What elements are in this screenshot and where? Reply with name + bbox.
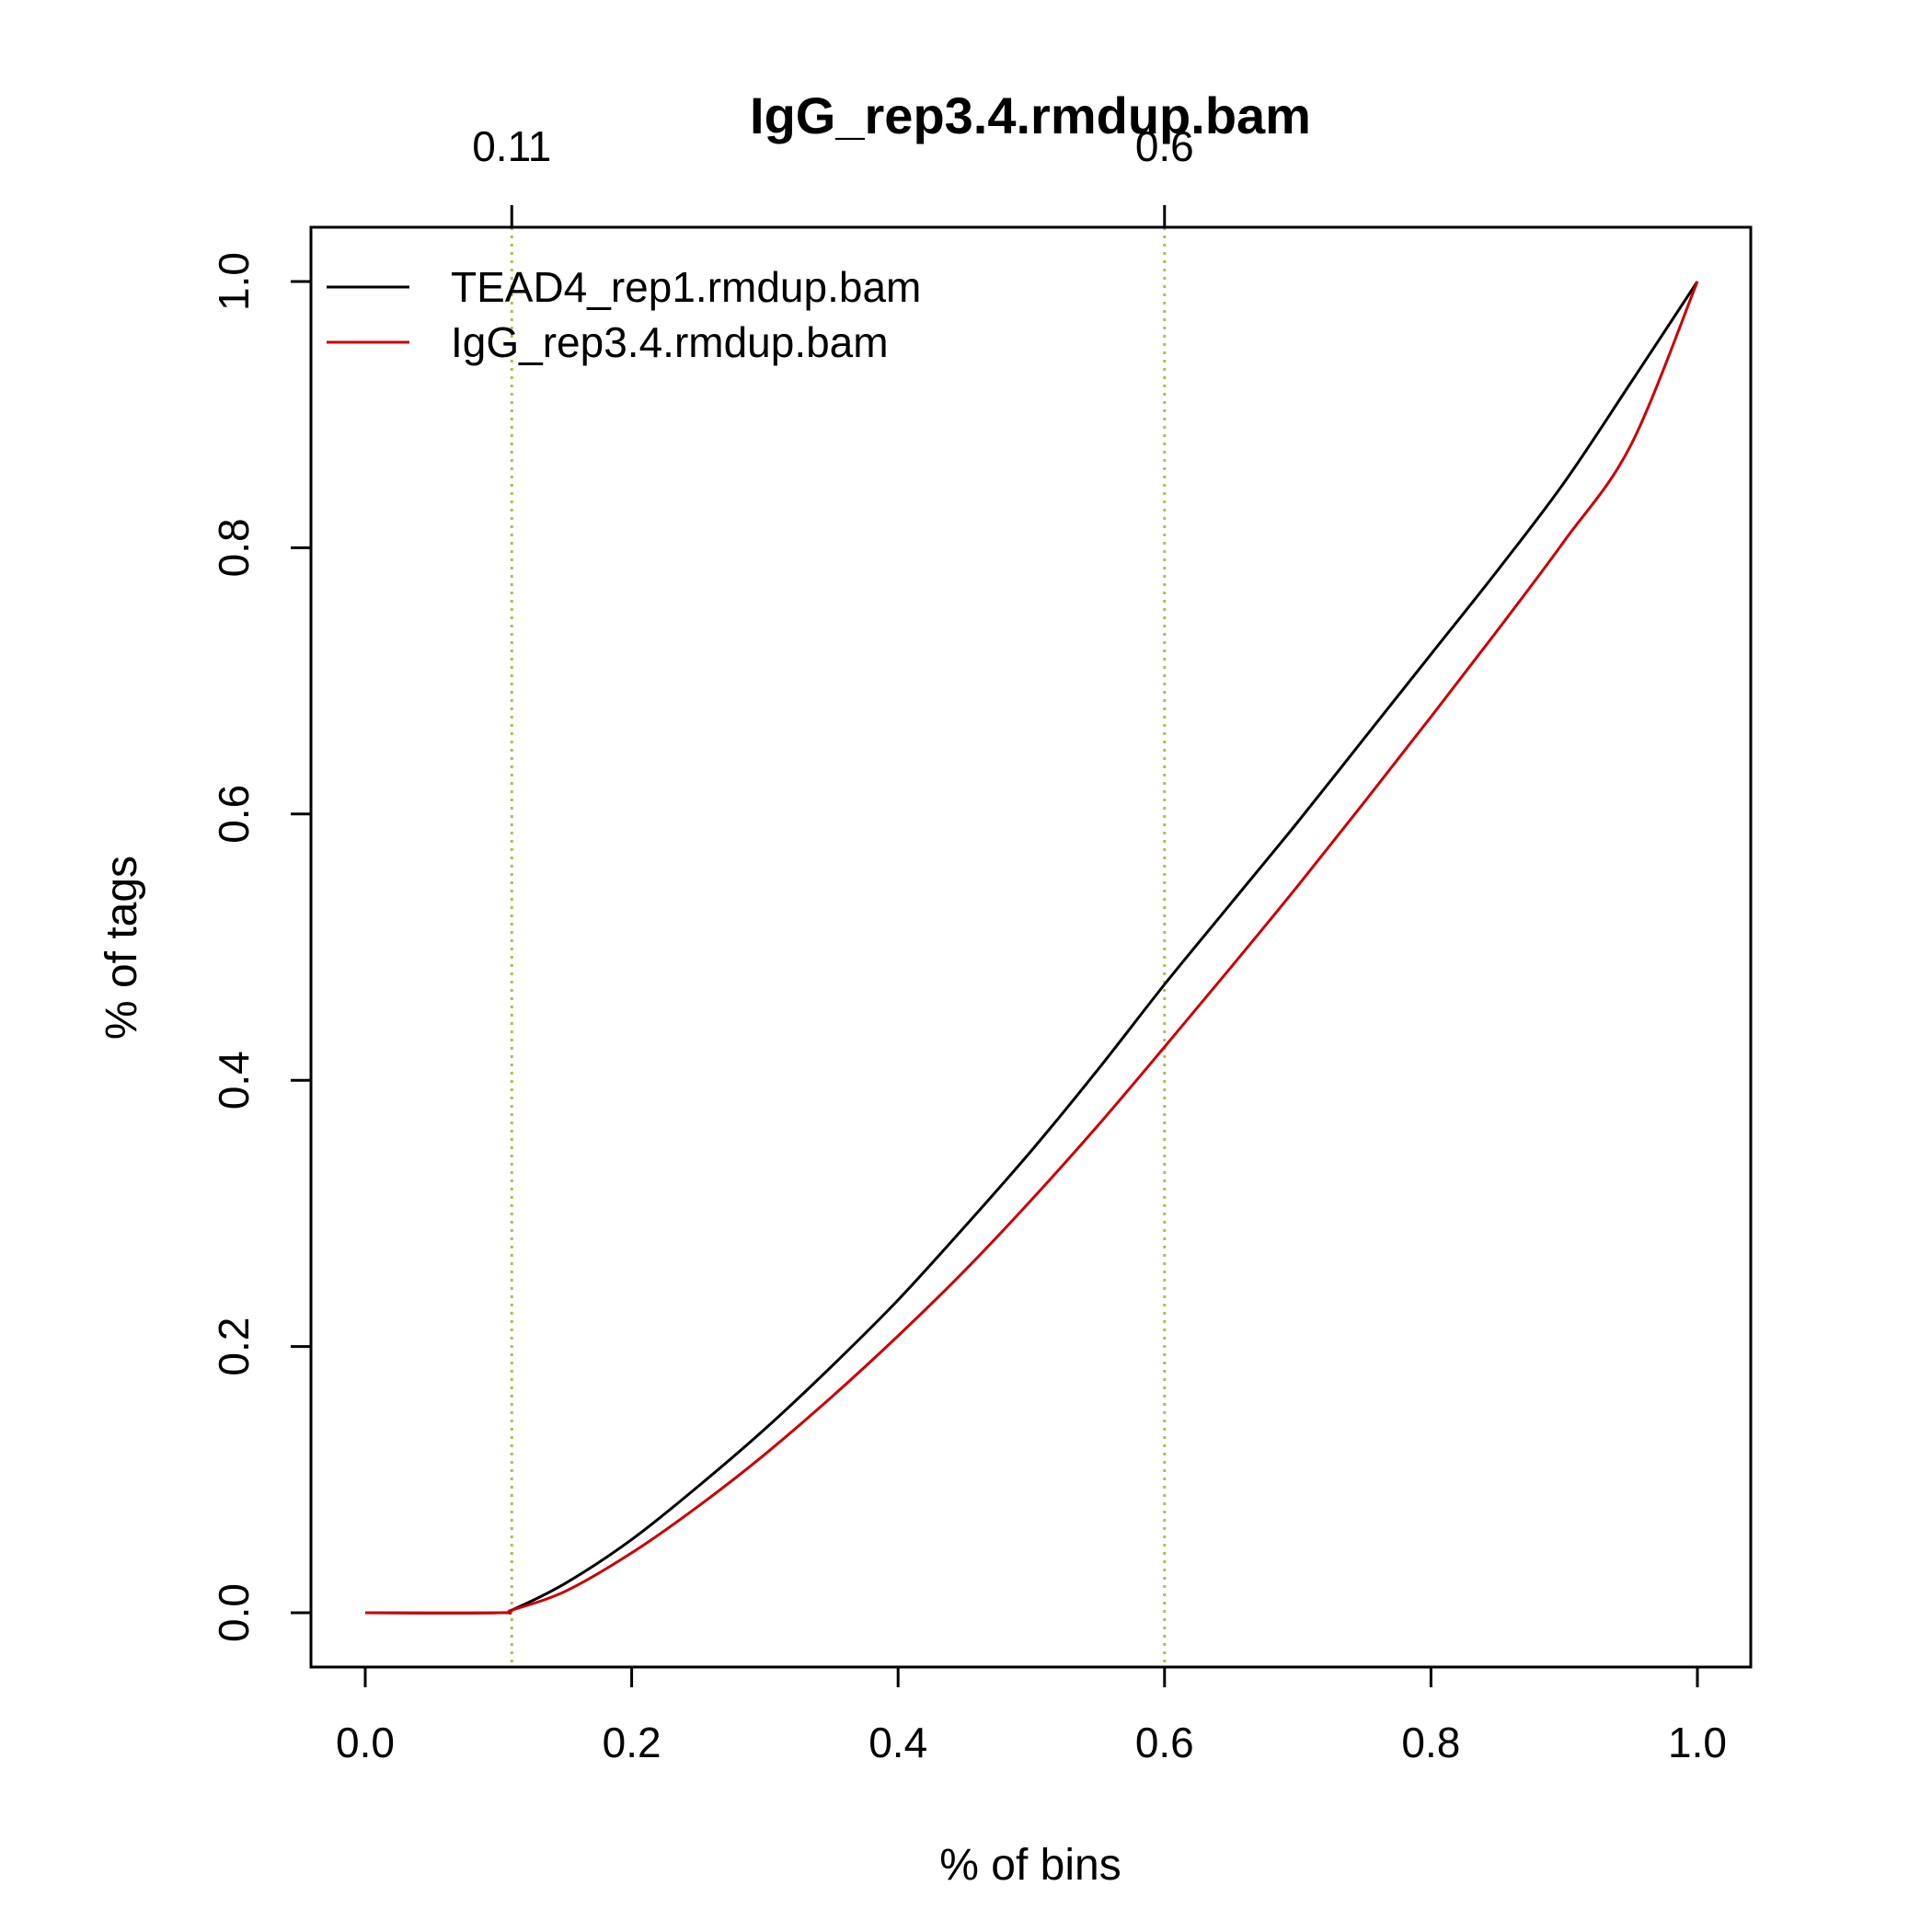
plot-title: IgG_rep3.4.rmdup.bam <box>750 86 1311 144</box>
series-layer <box>364 281 1699 1615</box>
x-tick-label: 0.0 <box>336 1719 395 1766</box>
plot-frame <box>309 225 1753 1669</box>
legend-label: TEAD4_rep1.rmdup.bam <box>451 263 921 311</box>
series-line-tead4 <box>364 281 1699 1615</box>
x-tick-label: 0.4 <box>868 1719 927 1766</box>
x-tick-label: 0.8 <box>1401 1719 1460 1766</box>
y-tick-label: 0.6 <box>210 785 258 844</box>
x-axis-title: % of bins <box>939 1841 1121 1890</box>
x-tick-label: 0.2 <box>603 1719 661 1766</box>
top-threshold-axis: 0.11 0.6 <box>472 122 1194 227</box>
x-tick-label: 0.6 <box>1135 1719 1194 1766</box>
top-marker-label: 0.11 <box>472 122 551 170</box>
y-tick-label: 0.2 <box>210 1317 258 1376</box>
top-marker-label: 0.6 <box>1135 122 1194 170</box>
y-tick-label: 0.4 <box>210 1051 258 1110</box>
legend-label: IgG_rep3.4.rmdup.bam <box>451 318 889 366</box>
x-tick-label: 1.0 <box>1668 1719 1727 1766</box>
series-line-igg <box>364 281 1699 1615</box>
legend: TEAD4_rep1.rmdup.bam IgG_rep3.4.rmdup.bam <box>327 263 921 366</box>
y-tick-label: 0.8 <box>210 518 258 577</box>
y-tick-label: 1.0 <box>210 252 258 311</box>
y-axis-title: % of tags <box>98 856 146 1040</box>
y-tick-label: 0.0 <box>210 1583 258 1642</box>
